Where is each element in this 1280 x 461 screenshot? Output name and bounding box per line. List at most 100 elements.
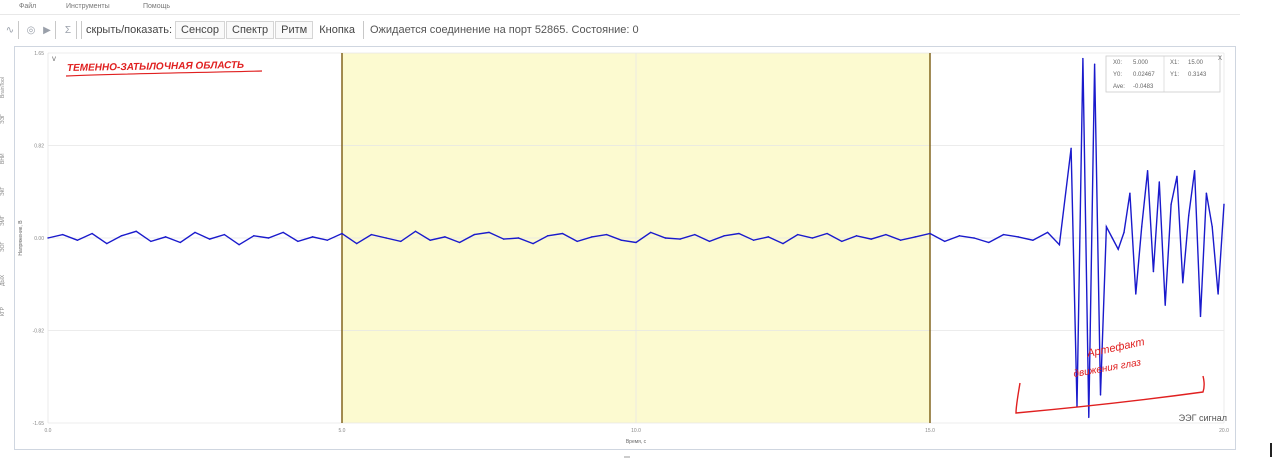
x-tick-label: 10.0 [631,428,641,434]
data-point [1188,214,1190,217]
data-point [1088,416,1090,419]
data-point [782,242,784,245]
data-point [591,236,593,238]
cursor-x1-key: X1: [1170,60,1179,66]
data-point [1070,147,1072,150]
x-tick-label: 20.0 [1219,428,1229,434]
data-point [194,231,196,234]
play-icon[interactable]: ▶ [43,24,51,36]
data-point [1093,63,1096,65]
y-tick-label: 0.82 [34,144,44,150]
rhythm-button[interactable]: Ритм [275,21,314,39]
data-point [47,237,49,239]
menu-item-help[interactable]: Помощь [143,3,171,10]
collapse-button[interactable]: v [52,54,56,63]
stop-icon[interactable]: ◎ [26,24,36,36]
data-point [209,238,211,240]
bottom-indicator [624,456,630,458]
show-hide-label: скрыть/показать: [86,24,173,36]
menu-item-file[interactable]: Файл [19,3,37,10]
data-point [1032,239,1034,241]
data-point [297,240,299,243]
data-point [532,242,534,245]
menu-item-tools[interactable]: Инструменты [66,3,110,10]
data-point [679,238,681,240]
data-point [561,232,564,235]
toolbar-divider [76,21,77,39]
data-point [1111,237,1113,239]
data-point [1046,231,1049,234]
data-point [1140,226,1143,228]
data-point [885,233,887,236]
data-point [458,241,461,244]
data-point [1205,192,1208,194]
data-point [1129,192,1131,194]
cursor-x0-value: 5.000 [1133,60,1149,66]
data-point [238,244,240,246]
data-points [47,57,1225,419]
data-point [267,237,270,239]
y-axis-label: Напряжение, В [18,220,24,256]
data-point [826,232,828,235]
close-button[interactable]: x [1218,53,1222,62]
data-point [223,233,226,236]
button-button[interactable]: Кнопка [319,24,355,36]
sum-icon[interactable]: Σ [64,24,72,36]
data-point [1105,226,1108,228]
toolbar-divider [18,21,19,39]
cursor-ave-key: Ave: [1113,84,1125,90]
cursor-value-panel: X0: 5.000 X1: 15.00 Y0: 0.02467 Y1: 0.31… [1105,55,1221,93]
data-point [973,237,975,239]
data-point [738,232,740,235]
data-point [1058,244,1061,246]
data-point [1152,270,1155,273]
toolbar-divider [362,21,364,39]
legend-label: ЭЭГ сигнал [1179,413,1227,423]
sensor-button[interactable]: Сенсор [175,21,226,39]
data-point [1117,248,1119,250]
data-point [179,241,181,244]
data-point [650,231,652,234]
data-point [1223,203,1225,206]
data-point [767,236,769,238]
data-point [1123,231,1125,234]
connection-status: Ожидается соединение на порт 52865. Сост… [369,24,639,36]
data-point [1099,394,1102,396]
data-point [944,240,946,243]
scrollbar-edge [1270,443,1272,457]
data-point [311,236,314,238]
data-point [120,235,123,237]
annotation-artifact-line2: движения глаз [1073,357,1143,380]
data-point [341,232,343,235]
data-point [473,233,475,236]
y-tick-label: -1.65 [33,421,45,427]
menu-bar: Файл Инструменты Помощь [0,0,1240,12]
data-point [605,233,608,236]
spectrum-button[interactable]: Спектр [226,21,275,39]
data-point [503,238,505,240]
data-point [1017,236,1019,238]
data-point [1082,57,1084,60]
data-point [914,236,916,238]
wave-icon[interactable]: ∿ [5,24,15,36]
data-point [385,237,387,239]
data-point [356,242,358,245]
data-point [635,241,637,244]
annotation-underline [65,70,263,77]
data-point [76,239,79,241]
annotation-brain-region: ТЕМЕННО-ЗАТЫЛОЧНАЯ ОБЛАСТЬ [67,60,244,74]
toolbar: ∿ ◎ ▶ Σ скрыть/показать: Сенсор Спектр Р… [0,14,1240,45]
data-point [841,240,843,243]
data-point [106,242,108,245]
data-point [1182,282,1184,284]
data-point [1199,315,1202,318]
chart-frame [14,46,1236,450]
x-axis-ticks: 0.0 5.0 10.0 15.0 20.0 [45,428,1230,434]
data-point [1146,170,1149,172]
data-point [444,236,446,238]
data-point [708,240,711,243]
data-point [620,239,622,241]
data-point [1158,181,1161,183]
data-point [1176,175,1178,178]
